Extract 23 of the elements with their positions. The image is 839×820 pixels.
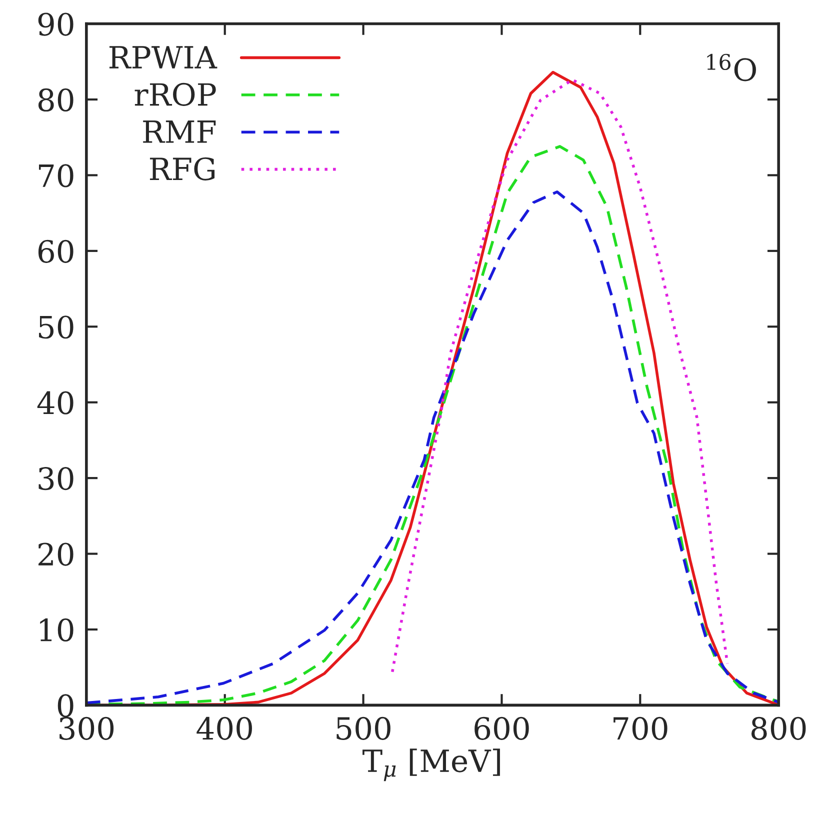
legend-label: RPWIA <box>109 46 218 68</box>
x-tick-label: 700 <box>614 716 668 740</box>
legend-label: rROP <box>134 82 216 106</box>
x-tick-label: 800 <box>751 716 806 740</box>
x-axis-title: T$_{μ}$ [MeV] <box>362 748 500 782</box>
y-tick-label: 80 <box>38 88 74 112</box>
y-tick-label: 70 <box>38 164 74 188</box>
legend-label: RFG <box>150 157 215 180</box>
y-tick-label: 60 <box>38 240 74 263</box>
x-tick-label: 600 <box>474 716 529 740</box>
y-tick-label: 30 <box>38 466 74 490</box>
legend-label: RMF <box>143 120 216 143</box>
y-tick-label: 40 <box>37 391 74 414</box>
x-tick-label: 400 <box>196 716 252 740</box>
x-tick-label: 300 <box>60 716 114 740</box>
y-tick-label: 50 <box>39 316 74 339</box>
y-tick-label: 0 <box>58 694 74 718</box>
x-tick-label: 500 <box>336 716 390 740</box>
y-tick-label: 90 <box>38 12 74 36</box>
line-series <box>390 78 729 674</box>
y-tick-label: 20 <box>38 542 74 566</box>
annotation: $^{16}$O <box>707 54 756 82</box>
y-tick-label: 10 <box>40 618 74 642</box>
